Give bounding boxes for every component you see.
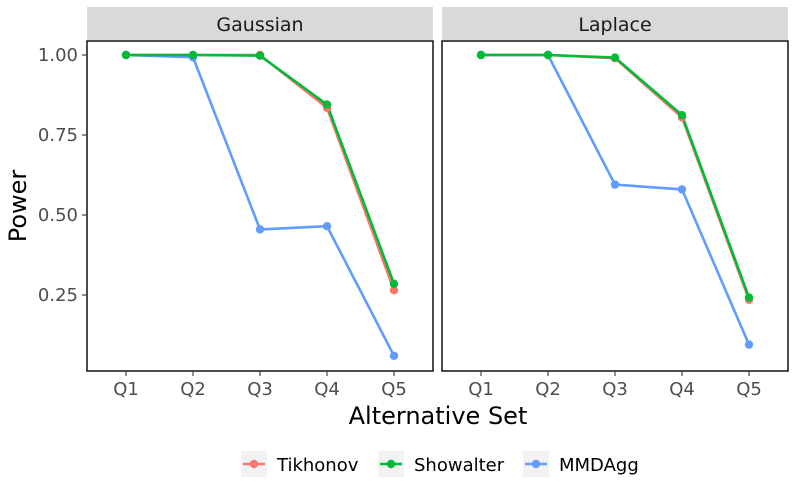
y-tick-label: 0.25 (38, 285, 78, 306)
data-point-showalter (255, 51, 265, 60)
data-point-showalter (744, 293, 754, 302)
y-tick-label: 0.75 (38, 125, 78, 146)
data-point-showalter (610, 53, 620, 62)
data-point-mmdagg (744, 340, 754, 349)
x-axis-title: Alternative Set (349, 402, 528, 430)
data-point-showalter (121, 50, 131, 60)
data-point-showalter (322, 100, 332, 109)
y-tick-label: 0.50 (38, 205, 78, 226)
data-point-tikhonov (389, 286, 399, 295)
facet-title: Gaussian (216, 14, 303, 36)
x-tick-label: Q3 (247, 379, 273, 400)
x-tick-label: Q4 (314, 379, 340, 400)
x-tick-label: Q2 (180, 379, 206, 400)
data-point-showalter (389, 279, 399, 288)
data-point-mmdagg (322, 222, 332, 231)
data-point-mmdagg (389, 351, 399, 360)
panel-gaussian: Gaussian Q1 Q2 Q3 Q4 Q5 (86, 7, 434, 400)
x-tick-label: Q1 (468, 379, 494, 400)
legend-item-showalter: Showalter (378, 451, 505, 477)
x-tick-label: Q5 (381, 379, 407, 400)
data-point-showalter (188, 50, 198, 60)
legend-key-point (249, 459, 259, 469)
x-tick-label: Q3 (602, 379, 628, 400)
y-axis-title: Power (4, 170, 32, 243)
y-tick-label: 1.00 (38, 45, 78, 66)
data-point-showalter (476, 50, 486, 60)
data-point-showalter (677, 110, 687, 120)
legend-label: Showalter (414, 455, 505, 476)
y-axis: 0.25 0.50 0.75 1.00 (38, 45, 87, 306)
panel-frame (86, 40, 434, 372)
legend-key-point (386, 459, 396, 469)
x-tick-label: Q5 (736, 379, 762, 400)
x-tick-label: Q1 (113, 379, 139, 400)
legend-label: Tikhonov (276, 455, 359, 476)
data-point-mmdagg (255, 225, 265, 234)
x-tick-label: Q4 (669, 379, 695, 400)
facet-title: Laplace (578, 14, 651, 36)
legend-label: MMDAgg (559, 455, 639, 476)
data-point-showalter (543, 50, 553, 60)
facet-strip (87, 7, 433, 40)
legend-item-tikhonov: Tikhonov (241, 451, 359, 477)
legend-key-point (531, 459, 541, 469)
data-point-mmdagg (677, 185, 687, 194)
panel-frame (441, 40, 789, 372)
panel-laplace: Laplace Q1 Q2 Q3 Q4 Q5 (441, 7, 789, 400)
legend-item-mmdagg: MMDAgg (523, 451, 639, 477)
facet-strip (442, 7, 788, 40)
legend: Tikhonov Showalter MMDAgg (241, 451, 639, 477)
x-tick-label: Q2 (535, 379, 561, 400)
data-point-mmdagg (610, 180, 620, 189)
